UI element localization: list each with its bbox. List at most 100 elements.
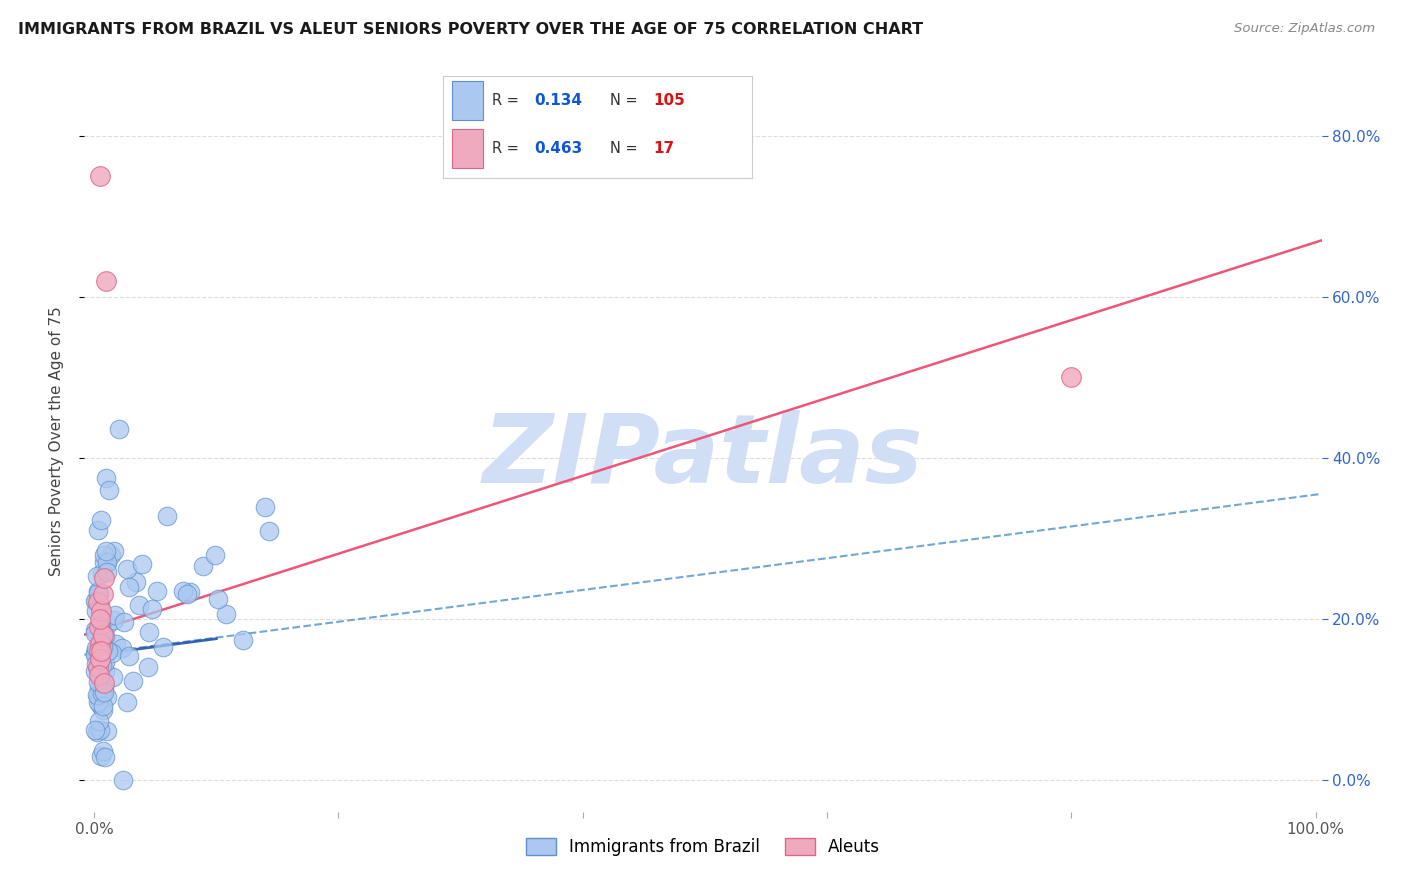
Point: [84, 593, 107, 607]
Point: [87, 596, 110, 610]
Point: [141, 602, 163, 616]
Point: [115, 562, 138, 576]
Point: [90, 686, 112, 700]
Point: [90, 566, 112, 581]
Point: [84, 623, 107, 637]
Point: [86, 569, 108, 583]
Point: [96, 690, 118, 704]
Point: [89, 638, 111, 652]
Point: [101, 671, 124, 685]
Point: [115, 696, 138, 710]
Point: [84, 641, 107, 656]
Point: [94, 749, 117, 764]
Point: [91, 632, 114, 646]
Point: [179, 585, 201, 599]
Point: [90, 624, 112, 638]
Point: [90, 625, 112, 640]
Y-axis label: Seniors Poverty Over the Age of 75: Seniors Poverty Over the Age of 75: [49, 307, 63, 576]
Text: N =: N =: [610, 141, 643, 156]
Point: [84, 594, 107, 608]
Point: [103, 543, 125, 558]
Point: [131, 557, 153, 571]
Point: [91, 636, 114, 650]
Point: [89, 654, 111, 668]
Point: [93, 680, 115, 694]
Point: [94, 543, 117, 558]
Point: [97, 643, 120, 657]
Point: [112, 615, 135, 630]
Point: [121, 673, 143, 688]
Point: [96, 618, 118, 632]
Point: [94, 665, 117, 679]
Point: [111, 641, 134, 656]
Point: [90, 616, 112, 631]
Point: [87, 644, 110, 658]
Point: [118, 580, 141, 594]
Bar: [453, 81, 484, 120]
Point: [87, 657, 110, 672]
Point: [84, 648, 107, 663]
Point: [87, 681, 110, 695]
Point: [89, 652, 111, 666]
Point: [96, 274, 118, 288]
Point: [91, 640, 114, 654]
Point: [176, 587, 198, 601]
Point: [93, 571, 115, 585]
Point: [90, 513, 112, 527]
Point: [86, 688, 108, 702]
Point: [93, 744, 115, 758]
Point: [146, 584, 169, 599]
Point: [84, 723, 107, 737]
Point: [156, 508, 179, 523]
Point: [84, 657, 107, 671]
Point: [232, 632, 254, 647]
Point: [96, 555, 118, 569]
Point: [215, 607, 238, 621]
Text: 105: 105: [654, 93, 685, 108]
Point: [138, 624, 160, 639]
Text: N =: N =: [610, 93, 643, 108]
Point: [89, 650, 111, 665]
Point: [86, 695, 108, 709]
Point: [96, 566, 118, 580]
Point: [87, 660, 110, 674]
Text: ZIPatlas: ZIPatlas: [482, 409, 924, 503]
Point: [103, 613, 125, 627]
Point: [84, 643, 107, 657]
Point: [87, 523, 110, 537]
Text: 0.134: 0.134: [534, 93, 582, 108]
Point: [89, 169, 111, 183]
Point: [90, 670, 112, 684]
Text: 0.463: 0.463: [534, 141, 582, 156]
Point: [91, 698, 114, 713]
Point: [93, 676, 115, 690]
Point: [91, 587, 114, 601]
Point: [87, 668, 110, 682]
Point: [96, 644, 118, 658]
Text: R =: R =: [492, 93, 524, 108]
Point: [90, 603, 112, 617]
Point: [87, 689, 110, 703]
Point: [128, 599, 150, 613]
Point: [93, 703, 115, 717]
Text: IMMIGRANTS FROM BRAZIL VS ALEUT SENIORS POVERTY OVER THE AGE OF 75 CORRELATION C: IMMIGRANTS FROM BRAZIL VS ALEUT SENIORS …: [18, 22, 924, 37]
Point: [93, 555, 115, 569]
Point: [136, 660, 159, 674]
Point: [90, 644, 112, 658]
Point: [124, 574, 146, 589]
Point: [104, 608, 127, 623]
Point: [84, 625, 107, 640]
Point: [191, 559, 214, 574]
Point: [96, 724, 118, 739]
Point: [101, 646, 124, 660]
Text: 17: 17: [654, 141, 675, 156]
Point: [89, 611, 111, 625]
Point: [86, 586, 108, 600]
Point: [254, 500, 277, 514]
Point: [117, 649, 139, 664]
Point: [84, 604, 107, 618]
Point: [94, 655, 117, 669]
Point: [112, 772, 135, 787]
Point: [89, 723, 111, 737]
Point: [84, 647, 107, 661]
